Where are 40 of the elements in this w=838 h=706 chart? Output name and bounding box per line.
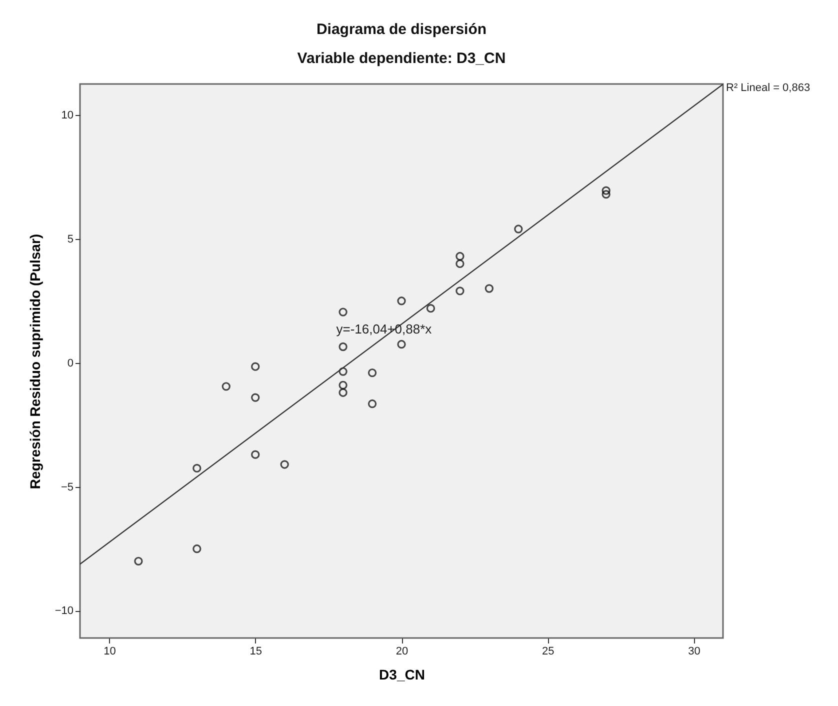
- point: [134, 556, 143, 566]
- point: [456, 286, 464, 296]
- point: [368, 368, 377, 378]
- y-tick-label: −5: [60, 481, 74, 494]
- chart-title: Diagrama de dispersión: [316, 21, 487, 38]
- point: [338, 380, 348, 390]
- point: [251, 393, 260, 402]
- point: [338, 367, 348, 376]
- x-tick-label: 25: [542, 646, 554, 658]
- y-tick-label: 5: [67, 233, 74, 246]
- point: [251, 450, 260, 459]
- point: [602, 186, 610, 195]
- point: [222, 382, 230, 391]
- x-axis-title: D3_CN: [379, 666, 425, 682]
- x-tick-label: 10: [104, 646, 116, 658]
- point: [397, 296, 406, 306]
- point: [338, 308, 348, 316]
- point: [338, 388, 348, 397]
- point: [280, 460, 289, 469]
- x-tick-label: 15: [250, 646, 262, 658]
- point: [368, 399, 377, 408]
- point: [338, 342, 348, 352]
- point: [484, 284, 494, 293]
- chart-subtitle: Variable dependiente: D3_CN: [297, 50, 506, 67]
- point: [192, 464, 202, 473]
- y-axis-title: Regresión Residuo suprimido (Pulsar): [26, 234, 43, 490]
- point: [426, 304, 436, 313]
- point: [397, 340, 406, 349]
- x-tick-label: 30: [688, 646, 700, 658]
- point: [602, 190, 610, 199]
- y-tick-label: 0: [67, 357, 74, 370]
- y-tick-label: −10: [54, 605, 74, 618]
- point: [192, 544, 202, 554]
- point: [456, 259, 464, 268]
- point: [514, 224, 523, 234]
- point: [251, 362, 260, 371]
- text: R² Lineal = 0,863: [726, 82, 810, 94]
- x-tick-label: 20: [396, 646, 408, 658]
- point: [456, 252, 464, 261]
- y-tick-label: 10: [61, 109, 74, 122]
